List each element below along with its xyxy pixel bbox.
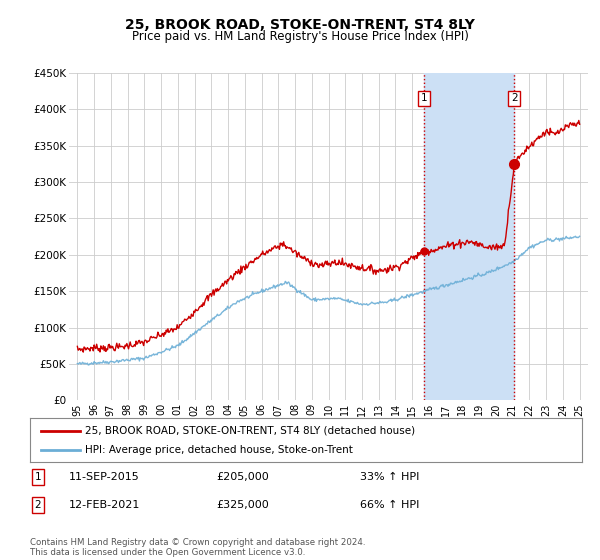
Text: 11-SEP-2015: 11-SEP-2015 [69, 472, 140, 482]
Text: Price paid vs. HM Land Registry's House Price Index (HPI): Price paid vs. HM Land Registry's House … [131, 30, 469, 43]
Text: 1: 1 [34, 472, 41, 482]
Bar [424, 73, 514, 400]
Text: £325,000: £325,000 [216, 500, 269, 510]
Text: £205,000: £205,000 [216, 472, 269, 482]
Text: 66% ↑ HPI: 66% ↑ HPI [360, 500, 419, 510]
Text: 25, BROOK ROAD, STOKE-ON-TRENT, ST4 8LY (detached house): 25, BROOK ROAD, STOKE-ON-TRENT, ST4 8LY … [85, 426, 415, 436]
Text: 25, BROOK ROAD, STOKE-ON-TRENT, ST4 8LY: 25, BROOK ROAD, STOKE-ON-TRENT, ST4 8LY [125, 18, 475, 32]
Text: 12-FEB-2021: 12-FEB-2021 [69, 500, 140, 510]
Text: Contains HM Land Registry data © Crown copyright and database right 2024.
This d: Contains HM Land Registry data © Crown c… [30, 538, 365, 557]
Text: 2: 2 [34, 500, 41, 510]
Text: HPI: Average price, detached house, Stoke-on-Trent: HPI: Average price, detached house, Stok… [85, 445, 353, 455]
Text: 33% ↑ HPI: 33% ↑ HPI [360, 472, 419, 482]
Text: 1: 1 [421, 94, 427, 103]
Text: 2: 2 [511, 94, 518, 103]
